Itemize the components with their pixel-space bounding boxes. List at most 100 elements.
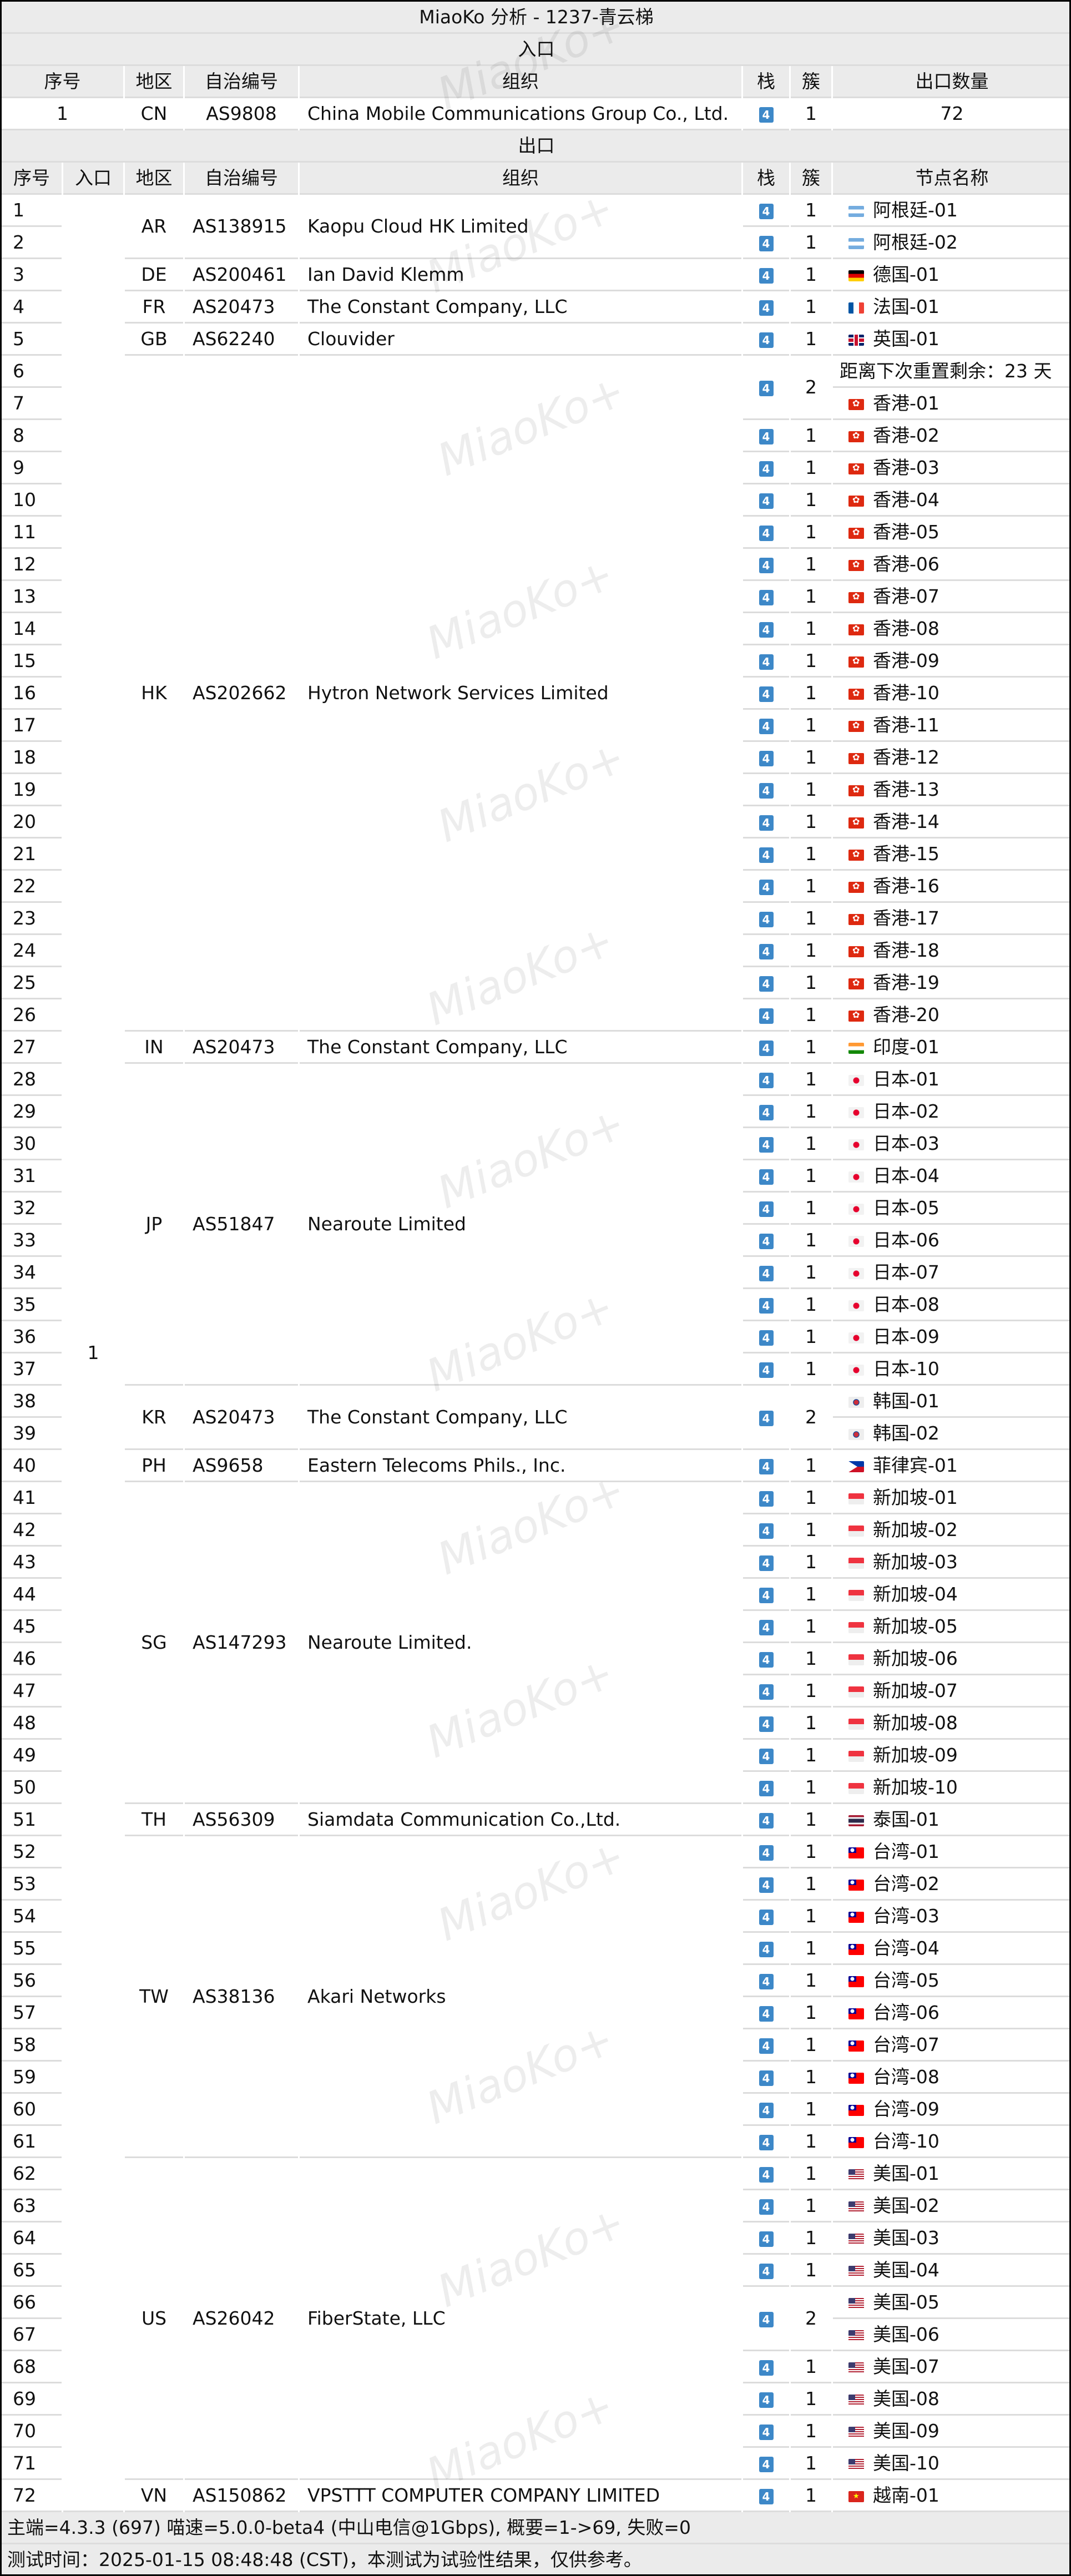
header-org: 组织 bbox=[300, 66, 741, 98]
exit-node: 香港-10 bbox=[833, 678, 1069, 710]
exit-node: 台湾-09 bbox=[833, 2094, 1069, 2126]
ipv4-badge: 4 bbox=[759, 782, 774, 799]
exit-cluster: 1 bbox=[791, 2383, 831, 2416]
exit-seq: 60 bbox=[2, 2094, 62, 2126]
exit-node: 菲律宾-01 bbox=[833, 1450, 1069, 1482]
flag-hk-icon bbox=[848, 624, 864, 635]
ipv4-badge: 4 bbox=[759, 1297, 774, 1314]
flag-tw-icon bbox=[848, 2104, 864, 2116]
exit-stack: 4 bbox=[743, 2287, 789, 2351]
node-name: 台湾-01 bbox=[873, 1841, 939, 1862]
exit-row: 30 4 1 日本-03 bbox=[2, 1128, 1069, 1160]
exit-seq: 19 bbox=[2, 774, 62, 806]
ipv4-badge: 4 bbox=[759, 2070, 774, 2086]
flag-hk-icon bbox=[848, 559, 864, 571]
exit-row: 13 4 1 香港-07 bbox=[2, 581, 1069, 613]
exit-seq: 5 bbox=[2, 324, 62, 356]
exit-seq: 39 bbox=[2, 1418, 62, 1450]
ipv4-badge: 4 bbox=[759, 380, 774, 396]
exit-row: 56 4 1 台湾-05 bbox=[2, 1965, 1069, 1997]
exit-row: 25 4 1 香港-19 bbox=[2, 967, 1069, 999]
footer-version-info: 主端=4.3.3 (697) 喵速=5.0.0-beta4 (中山电信@1Gbp… bbox=[2, 2512, 1069, 2544]
exit-row: 18 4 1 香港-12 bbox=[2, 742, 1069, 774]
exit-cluster: 1 bbox=[791, 1611, 831, 1643]
ipv4-badge: 4 bbox=[759, 2199, 774, 2215]
exit-cluster: 1 bbox=[791, 999, 831, 1032]
node-name: 美国-10 bbox=[873, 2452, 939, 2474]
exit-stack: 4 bbox=[743, 1193, 789, 1225]
exit-stack: 4 bbox=[743, 2190, 789, 2223]
exit-stack: 4 bbox=[743, 1901, 789, 1933]
exit-node: 法国-01 bbox=[833, 291, 1069, 324]
ipv4-badge: 4 bbox=[759, 2038, 774, 2054]
exit-node: 香港-04 bbox=[833, 484, 1069, 517]
exit-seq: 71 bbox=[2, 2448, 62, 2480]
node-name: 新加坡-09 bbox=[873, 1744, 958, 1766]
node-name: 香港-08 bbox=[873, 618, 939, 639]
exit-node: 台湾-03 bbox=[833, 1901, 1069, 1933]
exit-row: 17 4 1 香港-11 bbox=[2, 710, 1069, 742]
exit-row: 3 DE AS200461 Ian David Klemm 4 1 德国-01 bbox=[2, 259, 1069, 291]
flag-hk-icon bbox=[848, 527, 864, 539]
node-name: 越南-01 bbox=[873, 2484, 939, 2506]
exit-stack: 4 bbox=[743, 1160, 789, 1193]
exit-seq: 51 bbox=[2, 1804, 62, 1836]
ipv4-badge: 4 bbox=[759, 750, 774, 766]
exit-seq: 72 bbox=[2, 2480, 62, 2512]
exit-node: 阿根廷-02 bbox=[833, 227, 1069, 259]
exit-stack: 4 bbox=[743, 1997, 789, 2029]
ipv4-badge: 4 bbox=[759, 1523, 774, 1539]
exit-row: 24 4 1 香港-18 bbox=[2, 935, 1069, 967]
flag-sg-icon bbox=[848, 1622, 864, 1633]
exit-seq: 44 bbox=[2, 1579, 62, 1611]
flag-us-icon bbox=[848, 2233, 864, 2245]
exit-org: The Constant Company, LLC bbox=[300, 1386, 741, 1450]
header-asn: 自治编号 bbox=[185, 163, 298, 195]
header-entry: 入口 bbox=[63, 163, 123, 195]
exit-stack: 4 bbox=[743, 1225, 789, 1257]
exit-row: 35 4 1 日本-08 bbox=[2, 1289, 1069, 1321]
exit-cluster: 1 bbox=[791, 1997, 831, 2029]
exit-seq: 10 bbox=[2, 484, 62, 517]
exit-stack: 4 bbox=[743, 2029, 789, 2062]
exit-node: 香港-02 bbox=[833, 420, 1069, 452]
exit-header-row: 序号 入口 地区 自治编号 组织 栈 簇 节点名称 bbox=[2, 163, 1069, 195]
exit-region: HK bbox=[125, 356, 183, 1032]
header-stack: 栈 bbox=[743, 66, 789, 98]
flag-us-icon bbox=[848, 2169, 864, 2180]
ipv4-badge: 4 bbox=[759, 911, 774, 927]
exit-seq: 28 bbox=[2, 1064, 62, 1096]
exit-seq: 26 bbox=[2, 999, 62, 1032]
exit-row: 20 4 1 香港-14 bbox=[2, 806, 1069, 839]
exit-node: 美国-03 bbox=[833, 2223, 1069, 2255]
exit-seq: 65 bbox=[2, 2255, 62, 2287]
exit-row: 49 4 1 新加坡-09 bbox=[2, 1740, 1069, 1772]
exit-stack: 4 bbox=[743, 806, 789, 839]
exit-row: 5 GB AS62240 Clouvider 4 1 英国-01 bbox=[2, 324, 1069, 356]
exit-seq: 15 bbox=[2, 645, 62, 678]
exit-seq: 53 bbox=[2, 1868, 62, 1901]
exit-stack: 4 bbox=[743, 420, 789, 452]
exit-region: KR bbox=[125, 1386, 183, 1450]
exit-cluster: 1 bbox=[791, 2416, 831, 2448]
node-name: 新加坡-03 bbox=[873, 1551, 958, 1573]
exit-stack: 4 bbox=[743, 517, 789, 549]
exit-org: VPSTTT COMPUTER COMPANY LIMITED bbox=[300, 2480, 741, 2512]
exit-stack: 4 bbox=[743, 1386, 789, 1450]
exit-stack: 4 bbox=[743, 1289, 789, 1321]
exit-node: 台湾-10 bbox=[833, 2126, 1069, 2158]
ipv4-badge: 4 bbox=[759, 589, 774, 605]
node-name: 德国-01 bbox=[873, 264, 939, 285]
ipv4-badge: 4 bbox=[759, 1233, 774, 1249]
exit-seq: 62 bbox=[2, 2158, 62, 2190]
exit-stack: 4 bbox=[743, 1064, 789, 1096]
flag-ar-icon bbox=[848, 205, 864, 217]
exit-stack: 4 bbox=[743, 1611, 789, 1643]
exit-node: 印度-01 bbox=[833, 1032, 1069, 1064]
node-name: 香港-07 bbox=[873, 585, 939, 607]
exit-stack: 4 bbox=[743, 678, 789, 710]
ipv4-badge: 4 bbox=[759, 2006, 774, 2022]
exit-cluster: 1 bbox=[791, 517, 831, 549]
exit-cluster: 1 bbox=[791, 1643, 831, 1675]
node-name: 台湾-05 bbox=[873, 1969, 939, 1991]
